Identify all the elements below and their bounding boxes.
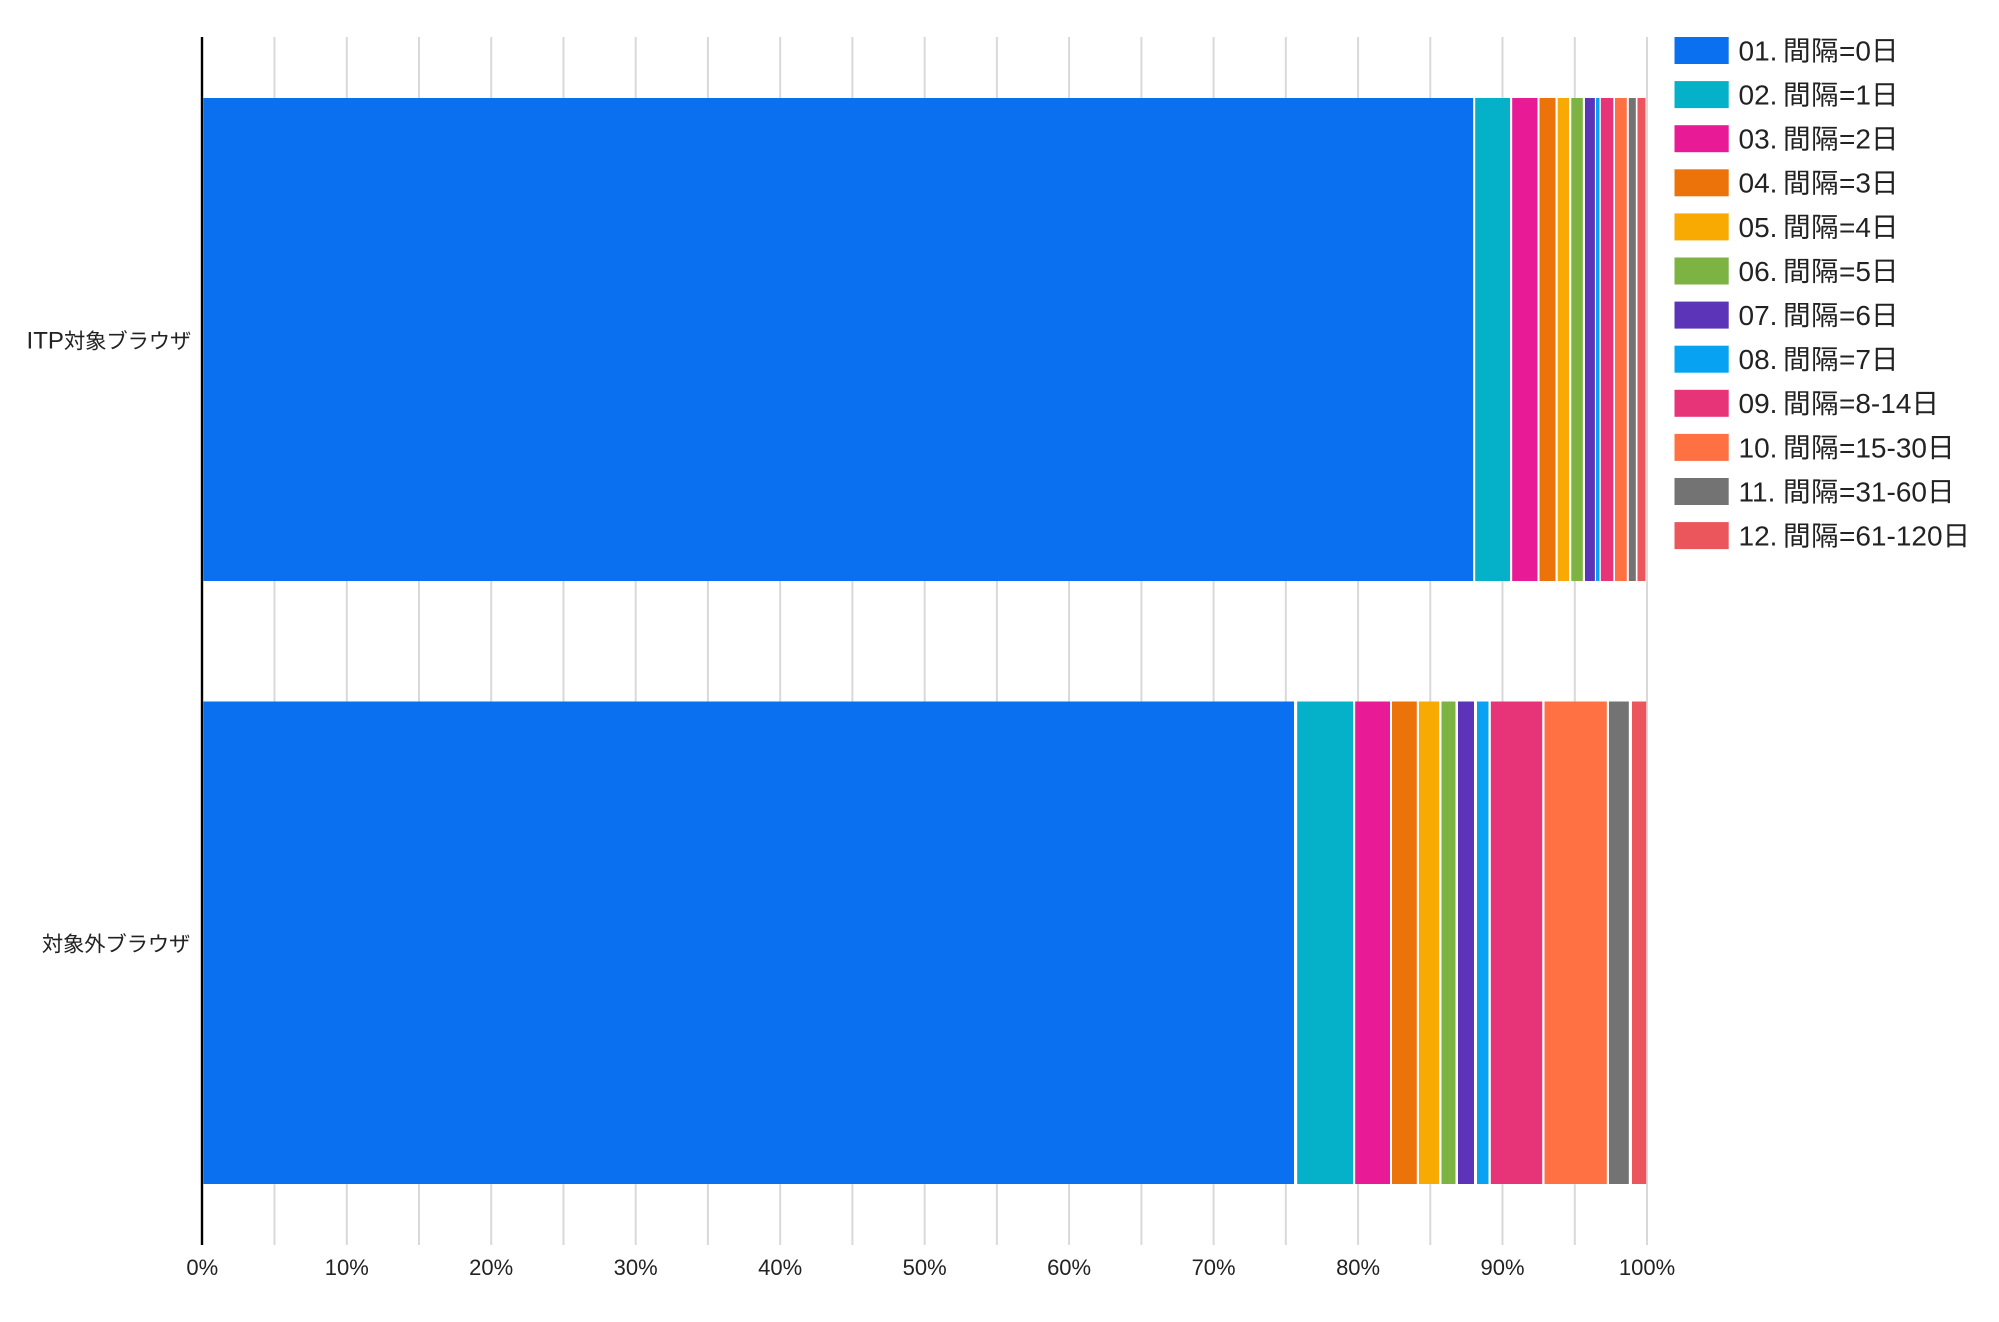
svg-text:40%: 40% — [758, 1255, 802, 1280]
svg-text:ITP: ITP — [27, 328, 64, 355]
svg-text:12.: 12. — [1739, 521, 1778, 552]
svg-text:100%: 100% — [1619, 1255, 1675, 1280]
svg-text:=4: =4 — [1839, 212, 1871, 243]
svg-text:=7: =7 — [1839, 344, 1871, 375]
svg-text:01.: 01. — [1739, 35, 1778, 66]
svg-text:=8-14: =8-14 — [1839, 388, 1911, 419]
svg-text:10%: 10% — [325, 1255, 369, 1280]
svg-text:=2: =2 — [1839, 124, 1871, 155]
svg-text:=31-60: =31-60 — [1839, 476, 1927, 507]
svg-text:=0: =0 — [1839, 35, 1871, 66]
svg-text:=6: =6 — [1839, 300, 1871, 331]
svg-text:20%: 20% — [469, 1255, 513, 1280]
svg-text:05.: 05. — [1739, 212, 1778, 243]
svg-text:09.: 09. — [1739, 388, 1778, 419]
svg-text:10.: 10. — [1739, 432, 1778, 463]
svg-text:30%: 30% — [614, 1255, 658, 1280]
svg-text:60%: 60% — [1047, 1255, 1091, 1280]
svg-text:07.: 07. — [1739, 300, 1778, 331]
svg-text:=3: =3 — [1839, 168, 1871, 199]
svg-text:=15-30: =15-30 — [1839, 432, 1927, 463]
svg-text:=5: =5 — [1839, 256, 1871, 287]
svg-text:50%: 50% — [903, 1255, 947, 1280]
svg-text:03.: 03. — [1739, 124, 1778, 155]
svg-text:08.: 08. — [1739, 344, 1778, 375]
svg-text:=1: =1 — [1839, 80, 1871, 111]
svg-text:04.: 04. — [1739, 168, 1778, 199]
svg-text:06.: 06. — [1739, 256, 1778, 287]
svg-text:0%: 0% — [186, 1255, 218, 1280]
svg-text:02.: 02. — [1739, 80, 1778, 111]
svg-text:80%: 80% — [1336, 1255, 1380, 1280]
svg-text:=61-120: =61-120 — [1839, 521, 1943, 552]
svg-text:90%: 90% — [1480, 1255, 1524, 1280]
svg-text:11.: 11. — [1739, 476, 1776, 507]
svg-text:70%: 70% — [1192, 1255, 1236, 1280]
